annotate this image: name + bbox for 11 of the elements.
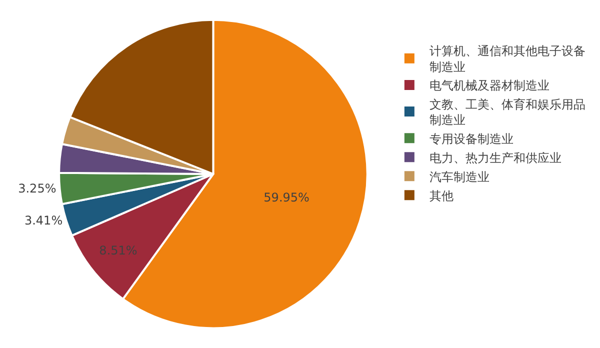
data-label: 3.25% <box>18 182 56 196</box>
legend-label: 其他 <box>429 188 454 203</box>
data-label: 8.51% <box>99 244 138 258</box>
legend-label: 计算机、通信和其他电子设备制造业 <box>429 44 586 74</box>
legend-label: 电力、热力生产和供应业 <box>429 150 562 165</box>
legend-label: 汽车制造业 <box>429 170 490 184</box>
data-label: 3.41% <box>24 214 63 228</box>
legend-label: 专用设备制造业 <box>429 132 514 146</box>
legend-label: 文教、工美、体育和娱乐用品制造业 <box>429 97 586 128</box>
data-label: 59.95% <box>264 190 310 205</box>
legend-label: 电气机械及器材制造业 <box>429 78 550 93</box>
